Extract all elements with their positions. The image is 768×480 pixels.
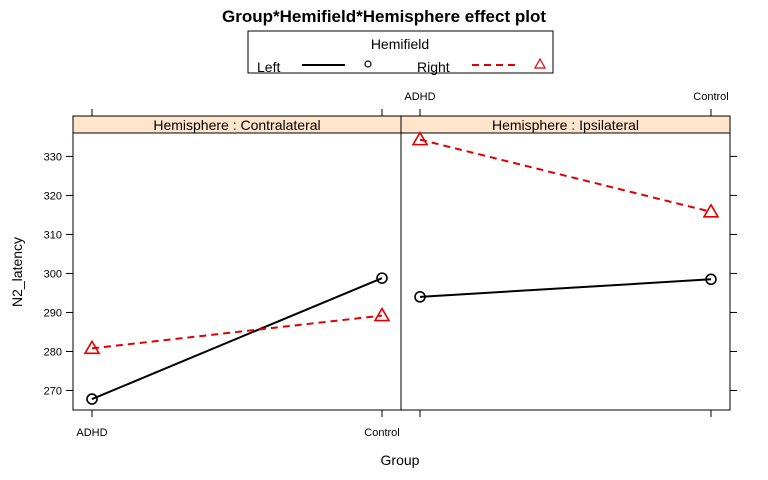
y-tick-label: 330 (44, 151, 62, 163)
series-line-right (419, 138, 712, 213)
y-axis-label: N2_latency (9, 237, 25, 307)
legend-frame (247, 30, 554, 74)
series-line-left (91, 277, 383, 400)
data-point-left (86, 393, 98, 405)
x-tick-label: Control (693, 91, 728, 103)
strip-background-2 (400, 115, 731, 134)
y-tick-label: 310 (44, 229, 62, 241)
legend-label-right: Right (417, 59, 450, 75)
y-tick-label: 270 (44, 385, 62, 397)
data-point-right (702, 203, 720, 218)
data-point-right (83, 339, 101, 355)
y-tick-label: 300 (44, 268, 62, 280)
panel-frame-1 (72, 115, 402, 411)
chart-title: Group*Hemifield*Hemisphere effect plot (222, 7, 546, 26)
data-point-left (376, 272, 388, 284)
legend: Hemifield Left Right (247, 30, 554, 75)
data-point-left (414, 291, 426, 303)
legend-marker-left (364, 60, 372, 68)
series-line-left (419, 278, 712, 298)
legend-title: Hemifield (371, 36, 429, 52)
x-axis-label: Group (381, 452, 420, 468)
y-tick-label: 290 (44, 307, 62, 319)
data-point-right (373, 306, 391, 322)
data-point-right (411, 131, 429, 146)
strip-label-2: Hemisphere : Ipsilateral (492, 117, 639, 133)
strip-label-1: Hemisphere : Contralateral (153, 117, 320, 133)
legend-marker-right (533, 57, 547, 69)
x-tick-label: Control (364, 427, 399, 439)
y-tick-label: 320 (44, 190, 62, 202)
data-point-left (705, 273, 717, 286)
y-tick-label: 280 (44, 346, 62, 358)
series-line-right (91, 314, 383, 350)
legend-label-left: Left (257, 59, 280, 75)
x-tick-label: ADHD (404, 91, 435, 103)
panels-layer: Hemisphere : Contralateral ADHD Control Hem… (44, 91, 737, 439)
panel-frame-2 (400, 115, 731, 411)
x-tick-label: ADHD (76, 427, 107, 439)
